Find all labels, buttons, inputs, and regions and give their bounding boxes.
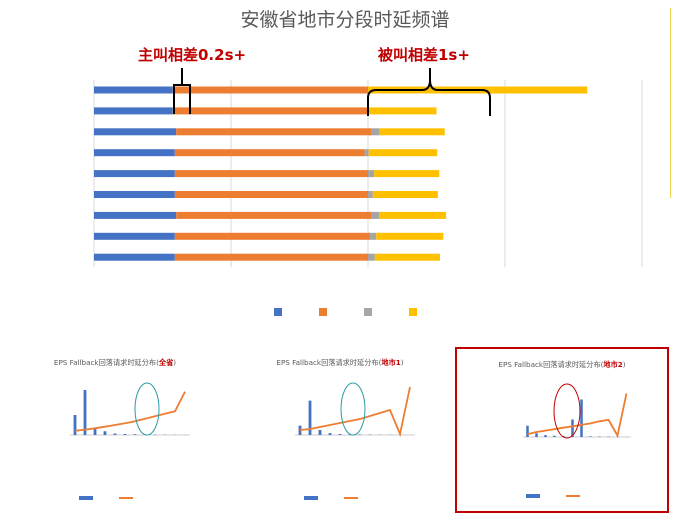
bar-segment-t3 [370,232,377,240]
latency-line [74,391,186,432]
bar-segment-t1 [94,128,177,136]
bar-segment-t3 [371,211,379,219]
bar-segment-t4 [374,170,440,178]
bar-segment-t2 [172,86,368,94]
bar-segment-t4 [368,149,438,157]
bar-segment-t2 [174,253,368,261]
count-bar [308,400,312,435]
bar-segment-t2 [174,170,368,178]
bar-segment-t1 [94,149,175,157]
count-bar [113,433,117,435]
count-bar [589,436,592,437]
bar-segment-t1 [94,86,173,94]
bar-segment-t3 [364,149,369,157]
bar-segment-t2 [174,232,371,240]
count-bar [553,435,556,437]
count-bar [133,434,137,435]
main-stacked-bar-chart: 安徽省地市分段时延频谱 主叫相差0.2s+ 被叫相差1s+ [93,9,643,316]
bar-segment-t1 [94,191,175,198]
bar-segment-t3 [368,170,375,178]
count-bar [598,436,601,437]
bar-segment-t4 [374,253,440,261]
bar-segment-t1 [94,253,175,261]
panel-city2-title: EPS Fallback回落请求时延分布(地市2) [498,360,625,369]
count-bar [328,433,332,435]
bar-segment-t1 [94,211,177,219]
highlight-ellipse [553,383,581,439]
count-bar [358,434,362,435]
legend-swatch-count [304,496,318,500]
count-bar [93,427,97,435]
bar-segment-t2 [176,128,372,136]
legend-swatch-count [526,494,540,498]
legend-swatch-t3 [364,308,372,316]
count-bar [580,399,583,437]
count-bar [73,415,77,435]
latency-line [527,393,628,439]
count-bar [544,435,547,437]
bar-segment-t3 [371,128,380,136]
panel-city1-title: EPS Fallback回落请求时延分布(地市1) [276,358,403,367]
panel-city1-chart: EPS Fallback回落请求时延分布(地市1) [276,358,415,500]
bar-segment-t1 [94,107,173,115]
bar-segment-t4 [372,191,438,198]
bar-segment-t4 [376,232,444,240]
count-bar [535,433,538,437]
panel-province-chart: EPS Fallback回落请求时延分布(全省) [54,358,190,500]
edge-accent-line [670,8,671,198]
count-bar [298,425,302,435]
panel-province-title: EPS Fallback回落请求时延分布(全省) [54,358,176,367]
main-chart-title: 安徽省地市分段时延频谱 [240,9,449,31]
bar-segment-t1 [94,232,175,240]
bar-segment-t4 [379,128,445,136]
bar-segment-t4 [378,211,447,219]
bar-segment-t2 [172,107,368,115]
panel-city1: EPS Fallback回落请求时延分布(地市1) [229,347,451,513]
legend-swatch-t1 [274,308,282,316]
count-bar [123,434,127,435]
legend-swatch-t4 [409,308,417,316]
highlight-ellipse [340,382,366,436]
highlight-ellipse [134,382,160,436]
latency-line [299,386,411,438]
legend-swatch-t2 [319,308,327,316]
bar-segment-t1 [94,170,175,178]
annotation-right-text: 被叫相差1s+ [378,46,470,64]
panel-city2: EPS Fallback回落请求时延分布(地市2) [455,347,669,513]
bar-segment-t2 [174,149,365,157]
count-bar [338,434,342,435]
bar-segment-t2 [174,191,368,198]
count-bar [103,431,107,435]
bar-segment-t3 [368,191,373,198]
bar-segment-t2 [176,211,372,219]
count-bar [526,425,529,437]
panel-province: EPS Fallback回落请求时延分布(全省) [4,347,226,513]
panel-city2-chart: EPS Fallback回落请求时延分布(地市2) [498,360,631,498]
count-bar [318,430,322,435]
annotation-left-text: 主叫相差0.2s+ [138,46,246,64]
legend-swatch-count [79,496,93,500]
bar-segment-t4 [368,107,437,115]
count-bar [83,390,87,435]
count-bar [571,419,574,437]
bar-segment-t3 [368,253,375,261]
